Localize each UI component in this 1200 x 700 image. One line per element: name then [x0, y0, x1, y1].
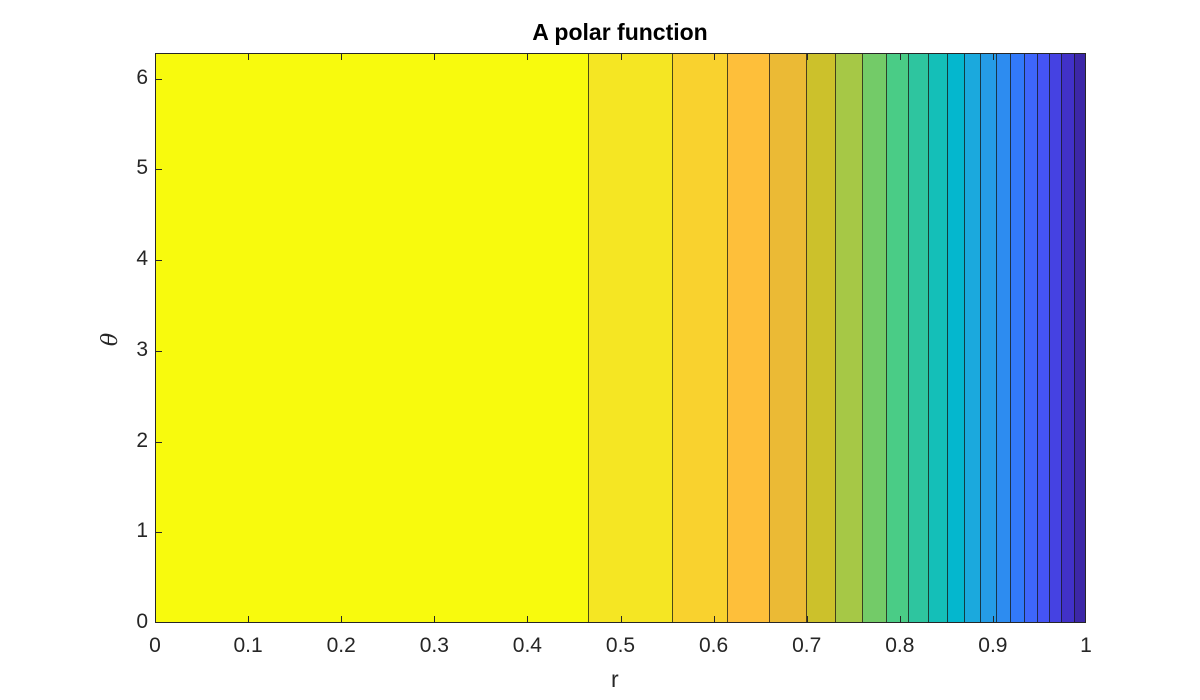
contour-band — [965, 54, 981, 622]
x-tick-label: 0.6 — [698, 634, 729, 657]
x-tick-mark — [620, 616, 622, 623]
x-tick-mark-top — [713, 53, 715, 60]
x-tick-label: 0.1 — [233, 634, 263, 657]
y-tick-mark — [155, 441, 162, 443]
x-tick-mark-top — [341, 53, 343, 60]
x-tick-label: 0.9 — [978, 634, 1008, 657]
x-tick-label: 1 — [1080, 634, 1092, 657]
y-tick-mark — [155, 169, 162, 171]
contour-band — [1061, 54, 1075, 622]
contour-band — [862, 54, 887, 622]
contour-band — [672, 54, 728, 622]
y-tick-mark — [155, 532, 162, 534]
y-axis-title: θ — [98, 332, 124, 347]
x-tick-mark — [341, 616, 343, 623]
x-tick-label: 0.5 — [605, 634, 636, 657]
x-tick-mark — [248, 616, 250, 623]
x-tick-label: 0 — [149, 634, 161, 657]
contour-band — [980, 54, 997, 622]
contour-band — [588, 54, 673, 622]
x-tick-mark — [713, 616, 715, 623]
x-tick-mark — [899, 616, 901, 623]
y-tick-label: 2 — [136, 428, 148, 452]
x-tick-mark — [806, 616, 808, 623]
x-tick-mark-top — [527, 53, 529, 60]
chart-title: A polar function — [532, 19, 708, 45]
x-tick-mark-top — [899, 53, 901, 60]
contour-band — [727, 54, 771, 622]
contour-band — [1010, 54, 1025, 622]
contour-band — [928, 54, 949, 622]
x-tick-label: 0.3 — [419, 634, 449, 657]
contour-band — [770, 54, 807, 622]
x-tick-label: 0.2 — [326, 634, 356, 657]
y-tick-mark — [155, 260, 162, 262]
x-tick-mark — [527, 616, 529, 623]
contour-band — [835, 54, 863, 622]
x-tick-label: 0.4 — [512, 634, 542, 657]
contour-band — [909, 54, 929, 622]
contour-band — [948, 54, 966, 622]
y-tick-mark — [155, 78, 162, 80]
y-tick-label: 0 — [136, 610, 148, 633]
x-tick-mark-top — [806, 53, 808, 60]
contour-band — [1074, 54, 1085, 622]
x-tick-mark-top — [992, 53, 994, 60]
y-tick-label: 5 — [136, 156, 148, 180]
contour-band — [1024, 54, 1038, 622]
y-tick-label: 6 — [136, 65, 148, 89]
x-tick-mark-top — [248, 53, 250, 60]
contour-band — [1049, 54, 1062, 622]
y-tick-label: 3 — [136, 337, 148, 361]
x-tick-mark-top — [434, 53, 436, 60]
contour-band — [996, 54, 1011, 622]
plot-area — [155, 53, 1086, 623]
x-tick-label: 0.8 — [885, 634, 915, 657]
contour-band — [806, 54, 836, 622]
x-tick-label: 0.7 — [792, 634, 822, 657]
x-tick-mark — [992, 616, 994, 623]
y-tick-label: 1 — [136, 519, 148, 543]
x-axis-title: r — [611, 666, 619, 692]
y-tick-mark — [155, 350, 162, 352]
contour-band — [886, 54, 910, 622]
contour-band — [1037, 54, 1050, 622]
y-tick-label: 4 — [136, 247, 148, 271]
x-tick-mark-top — [620, 53, 622, 60]
x-tick-mark — [434, 616, 436, 623]
contour-band — [156, 54, 589, 622]
